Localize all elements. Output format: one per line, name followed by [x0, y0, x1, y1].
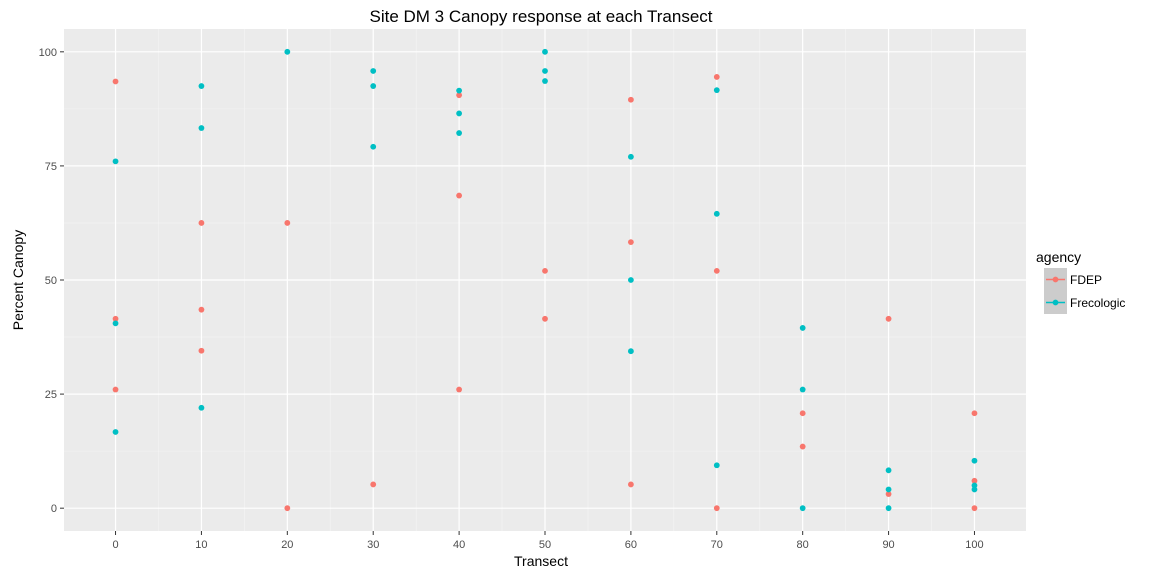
fdep-point [112, 78, 119, 85]
x-tick-label: 70 [711, 539, 723, 551]
frecologic-point [542, 48, 548, 55]
x-tick-label: 60 [625, 539, 637, 551]
frecologic-point [198, 404, 205, 411]
y-tick-label: 100 [39, 47, 57, 59]
frecologic-point [713, 210, 720, 217]
y-tick-label: 0 [51, 503, 57, 515]
frecologic-point [799, 325, 806, 331]
fdep-point [456, 92, 463, 99]
frecologic-point [370, 83, 377, 89]
frecologic-point [198, 83, 205, 89]
frecologic-point [370, 143, 377, 150]
frecologic-legend-marker [1052, 299, 1059, 306]
frecologic-point [627, 277, 634, 283]
fdep-point [799, 443, 806, 450]
fdep-point [799, 410, 806, 417]
fdep-point [456, 192, 463, 199]
frecologic-point [971, 457, 978, 464]
x-tick-label: 90 [882, 539, 894, 551]
fdep-point [198, 347, 205, 354]
frecologic-point [971, 486, 978, 493]
frecologic-point [112, 320, 119, 327]
frecologic-point [284, 48, 291, 55]
frecologic-point [885, 486, 892, 493]
frecologic-point [456, 110, 463, 117]
frecologic-point [542, 68, 548, 74]
frecologic-point [713, 462, 720, 469]
fdep-point [971, 477, 978, 484]
fdep-point [542, 315, 548, 322]
legend-title: agency [1036, 249, 1081, 265]
fdep-point [198, 220, 205, 226]
x-tick-label: 10 [195, 539, 207, 551]
frecologic-point [885, 505, 892, 512]
fdep-point [284, 220, 291, 226]
fdep-point [971, 505, 978, 512]
fdep-point [112, 386, 119, 393]
frecologic-point [370, 68, 377, 74]
x-tick-label: 50 [539, 539, 551, 551]
frecologic-point [456, 87, 463, 94]
fdep-point [284, 505, 291, 512]
frecologic-point [112, 429, 119, 435]
y-tick-label: 75 [45, 161, 57, 173]
chart-title: Site DM 3 Canopy response at each Transe… [369, 7, 712, 26]
fdep-point [542, 267, 548, 274]
frecologic-point [198, 125, 205, 131]
x-tick-label: 30 [367, 539, 379, 551]
fdep-point [713, 267, 720, 274]
x-tick-label: 100 [965, 539, 983, 551]
fdep-legend-label: FDEP [1070, 273, 1102, 287]
y-axis-title: Percent Canopy [10, 230, 26, 330]
fdep-point [370, 481, 377, 488]
frecologic-point [971, 482, 978, 489]
frecologic-legend-label: Frecologic [1070, 296, 1125, 310]
fdep-point [112, 315, 119, 322]
frecologic-point [799, 505, 806, 512]
x-axis: 0 10 20 30 40 50 60 70 80 90 100 [112, 531, 984, 551]
fdep-legend-marker [1052, 276, 1059, 283]
x-tick-label: 40 [453, 539, 465, 551]
frecologic-point [542, 78, 548, 84]
frecologic-point [627, 153, 634, 160]
x-axis-title: Transect [514, 553, 568, 569]
x-tick-label: 80 [797, 539, 809, 551]
frecologic-point [627, 348, 634, 355]
y-tick-label: 50 [45, 275, 57, 287]
frecologic-point [799, 386, 806, 393]
fdep-point [971, 410, 978, 417]
frecologic-point [456, 130, 463, 136]
fdep-point [885, 491, 892, 497]
fdep-point [885, 315, 892, 322]
frecologic-point [713, 87, 720, 94]
fdep-point [198, 306, 205, 313]
x-tick-label: 0 [112, 539, 118, 551]
fdep-point [627, 481, 634, 488]
frecologic-point [112, 158, 119, 165]
data-points [112, 48, 978, 512]
fdep-point [627, 96, 634, 103]
fdep-point [713, 74, 720, 80]
frecologic-point [885, 467, 892, 474]
y-tick-label: 25 [45, 389, 57, 401]
y-axis: 0 25 50 75 100 [39, 47, 64, 515]
fdep-point [627, 239, 634, 246]
x-tick-label: 20 [281, 539, 293, 551]
fdep-point [456, 386, 463, 393]
legend: agency FDEP Frecologic [1036, 249, 1125, 314]
fdep-point [713, 505, 720, 512]
